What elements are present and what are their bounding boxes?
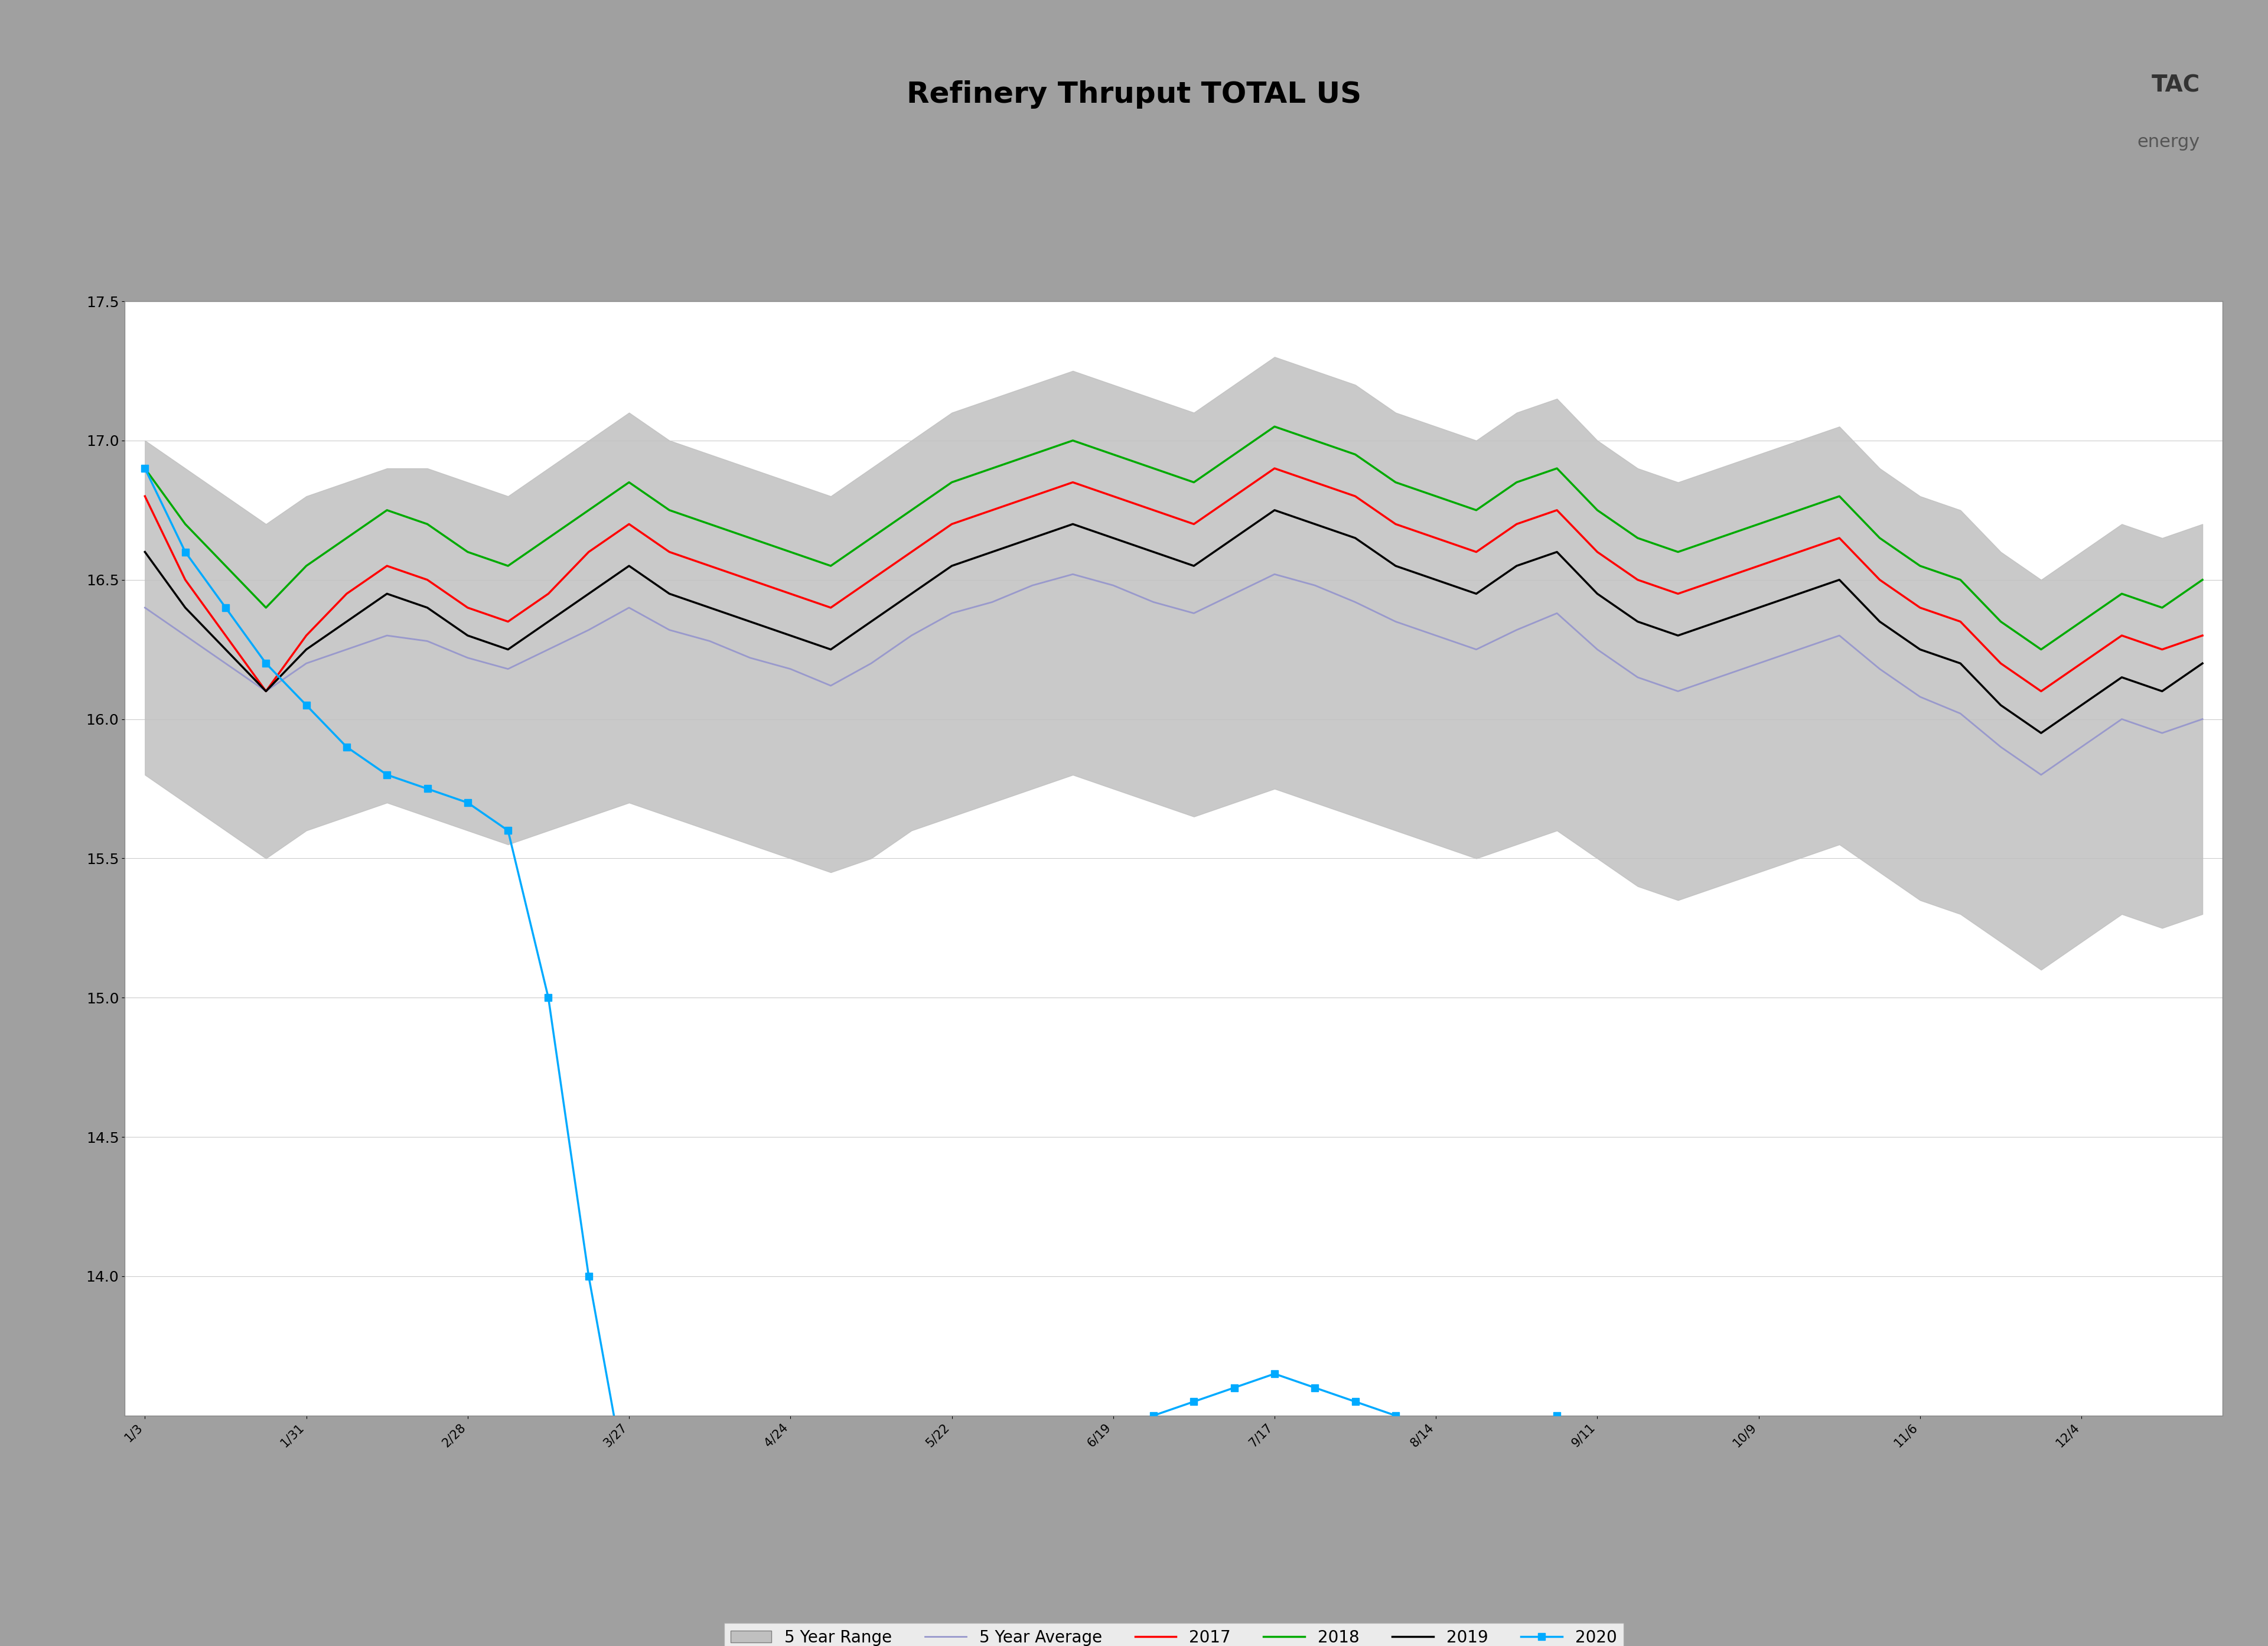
Text: Refinery Thruput TOTAL US: Refinery Thruput TOTAL US [907, 81, 1361, 109]
Legend: 5 Year Range, 5 Year Average, 2017, 2018, 2019, 2020: 5 Year Range, 5 Year Average, 2017, 2018… [723, 1623, 1624, 1646]
Text: energy: energy [2136, 133, 2200, 150]
Text: TAC: TAC [2152, 74, 2200, 97]
